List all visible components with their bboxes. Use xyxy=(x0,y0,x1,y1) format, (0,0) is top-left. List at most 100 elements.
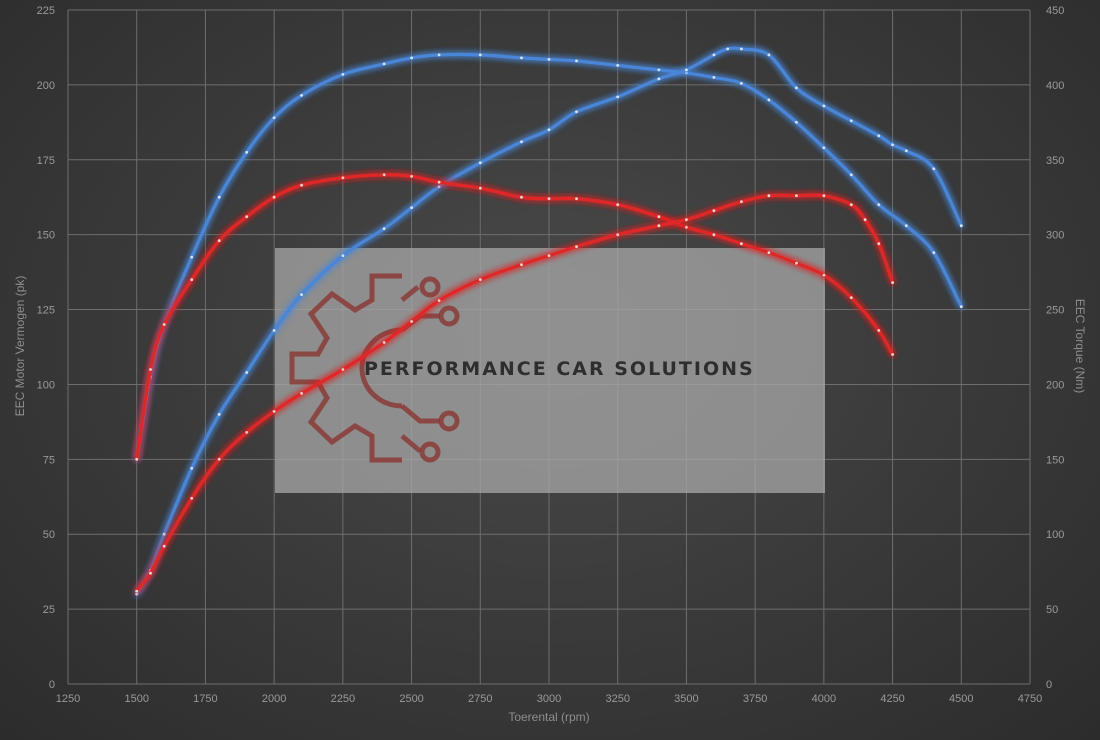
series-point xyxy=(272,195,276,199)
series-point xyxy=(877,203,881,207)
series-point xyxy=(904,149,908,153)
series-point xyxy=(822,146,826,150)
series-point xyxy=(657,215,661,219)
series-point xyxy=(904,224,908,228)
series-point xyxy=(272,329,276,332)
y-right-tick-label: 200 xyxy=(1046,379,1064,391)
series-point xyxy=(685,68,688,72)
y-right-tick-label: 400 xyxy=(1046,80,1064,92)
series-point xyxy=(767,98,771,102)
series-point xyxy=(300,392,303,395)
series-point xyxy=(410,320,413,323)
y-axis-right-title: EEC Torque (Nm) xyxy=(1073,299,1087,393)
series-point xyxy=(575,110,578,114)
series-point xyxy=(478,186,482,190)
x-tick-label: 2250 xyxy=(331,693,355,705)
x-tick-label: 1250 xyxy=(56,693,80,705)
series-point xyxy=(685,71,688,75)
y-left-tick-label: 75 xyxy=(43,454,55,466)
series-point xyxy=(795,194,798,198)
series xyxy=(135,46,963,596)
x-tick-label: 3750 xyxy=(743,693,767,705)
series-point xyxy=(190,255,194,259)
series-point xyxy=(891,353,894,356)
series-point xyxy=(795,120,798,124)
series-point xyxy=(300,293,303,296)
series-point xyxy=(478,161,482,165)
series-point xyxy=(410,174,413,178)
series-point xyxy=(685,218,688,222)
series-point xyxy=(547,197,551,201)
series-point xyxy=(410,56,413,60)
series-point xyxy=(849,203,853,207)
series-point xyxy=(520,56,523,60)
x-tick-label: 3500 xyxy=(674,693,698,705)
y-right-tick-label: 350 xyxy=(1046,155,1064,167)
series-point xyxy=(162,323,166,326)
series-point xyxy=(849,119,853,123)
series-point xyxy=(726,47,730,51)
series-line xyxy=(135,193,895,593)
y-left-tick-label: 100 xyxy=(37,379,55,391)
series-point xyxy=(740,200,743,204)
y-right-tick-label: 50 xyxy=(1046,604,1058,616)
series-point xyxy=(162,544,166,548)
watermark-box xyxy=(275,248,825,493)
watermark: PERFORMANCE CAR SOLUTIONS xyxy=(275,248,825,493)
series-point xyxy=(712,53,716,57)
series-point xyxy=(822,194,826,198)
series-point xyxy=(547,254,551,257)
y-right-tick-label: 0 xyxy=(1046,679,1052,691)
series-point xyxy=(341,368,345,371)
series-point xyxy=(891,143,894,147)
series-point xyxy=(190,496,194,500)
series-point xyxy=(149,368,152,371)
series-point xyxy=(410,206,413,210)
series-point xyxy=(685,225,688,229)
series-point xyxy=(740,82,743,85)
series-point xyxy=(341,73,345,76)
series-point xyxy=(382,341,386,344)
y-left-tick-label: 175 xyxy=(37,155,55,167)
y-left-tick-label: 0 xyxy=(49,679,55,691)
series-point xyxy=(616,64,620,67)
watermark-text: PERFORMANCE CAR SOLUTIONS xyxy=(364,358,755,380)
series-point xyxy=(795,261,798,265)
series-point xyxy=(272,410,276,413)
y-left-tick-label: 200 xyxy=(37,80,55,92)
series-point xyxy=(300,183,303,187)
series-point xyxy=(382,62,386,66)
series-point xyxy=(657,224,661,228)
series-point xyxy=(616,95,620,99)
y-left-tick-label: 125 xyxy=(37,305,55,317)
series-point xyxy=(932,167,936,171)
x-tick-label: 2000 xyxy=(262,693,286,705)
series-point xyxy=(877,242,881,246)
series-point xyxy=(135,457,139,461)
series-point xyxy=(712,209,716,213)
series-point xyxy=(547,128,551,132)
red-left-series xyxy=(135,193,895,593)
x-tick-label: 4750 xyxy=(1018,693,1042,705)
tick-labels: 1250 1500 1750 2000 2250 2500 2750 3000 3250 3500… xyxy=(37,5,1065,705)
series-point xyxy=(245,150,249,154)
series-point xyxy=(822,104,826,108)
x-tick-label: 2500 xyxy=(399,693,423,705)
series-point xyxy=(437,53,441,57)
series-point xyxy=(245,371,249,374)
series-point xyxy=(272,116,276,120)
series-point xyxy=(657,77,661,81)
series-point xyxy=(575,197,578,201)
series-point xyxy=(437,180,441,184)
y-left-tick-label: 50 xyxy=(43,529,55,541)
x-tick-label: 2750 xyxy=(468,693,492,705)
series-point xyxy=(162,532,166,536)
series-point xyxy=(822,273,826,277)
series-point xyxy=(959,224,963,228)
series-point xyxy=(437,185,441,189)
series-point xyxy=(478,278,482,281)
series-point xyxy=(959,305,963,308)
series-point xyxy=(341,176,345,180)
series-point xyxy=(217,195,221,199)
